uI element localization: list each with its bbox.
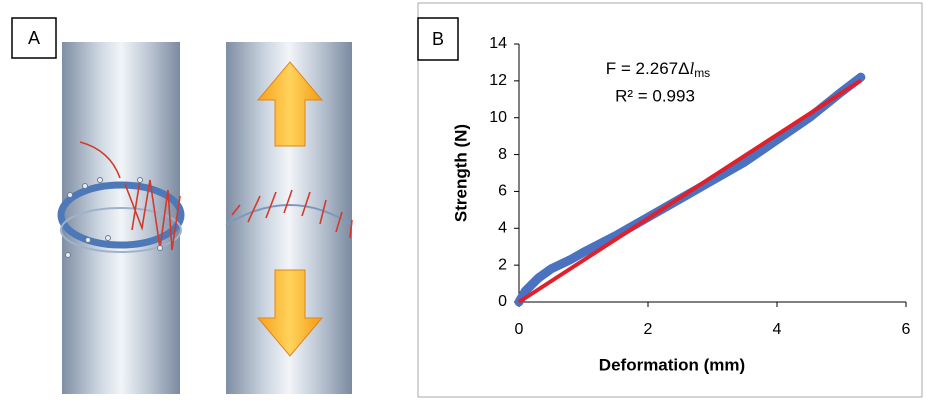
suture xyxy=(231,189,353,239)
x-tick-label: 0 xyxy=(515,321,524,338)
ring-edge xyxy=(60,207,182,253)
y-tick-label: 4 xyxy=(498,220,507,237)
y-tick-label: 6 xyxy=(498,183,507,200)
y-tick-label: 14 xyxy=(489,35,507,52)
equation-variable: l xyxy=(689,59,694,78)
x-tick-label: 4 xyxy=(773,321,782,338)
panel-a: A xyxy=(11,17,353,394)
r-squared: R² = 0.993 xyxy=(615,86,695,105)
x-tick-label: 2 xyxy=(644,321,653,338)
x-axis-label: Deformation (mm) xyxy=(599,355,745,374)
y-tick-label: 12 xyxy=(489,72,507,89)
y-tick-label: 0 xyxy=(498,293,507,310)
vessel xyxy=(62,42,180,394)
suture-holes xyxy=(65,177,163,258)
seam xyxy=(225,204,353,226)
equation-prefix: F = 2.267Δ xyxy=(606,59,690,78)
panel-frame xyxy=(417,2,923,398)
fit-line xyxy=(517,78,862,304)
y-tick-label: 2 xyxy=(498,256,507,273)
panel-label-box xyxy=(417,17,459,61)
equation-subscript: ms xyxy=(694,66,710,80)
ring xyxy=(57,181,185,249)
arrow-up xyxy=(256,61,324,147)
x-tick-label: 6 xyxy=(902,321,911,338)
panel-label: B xyxy=(432,29,444,49)
y-axis-label: Strength (N) xyxy=(451,124,470,222)
equation: F = 2.267Δlms xyxy=(606,59,710,80)
panel-label: A xyxy=(28,28,40,48)
y-tick-label: 8 xyxy=(498,146,507,163)
arrow-down xyxy=(256,269,324,357)
panel-label-box xyxy=(11,17,57,59)
y-tick-label: 10 xyxy=(489,109,507,126)
